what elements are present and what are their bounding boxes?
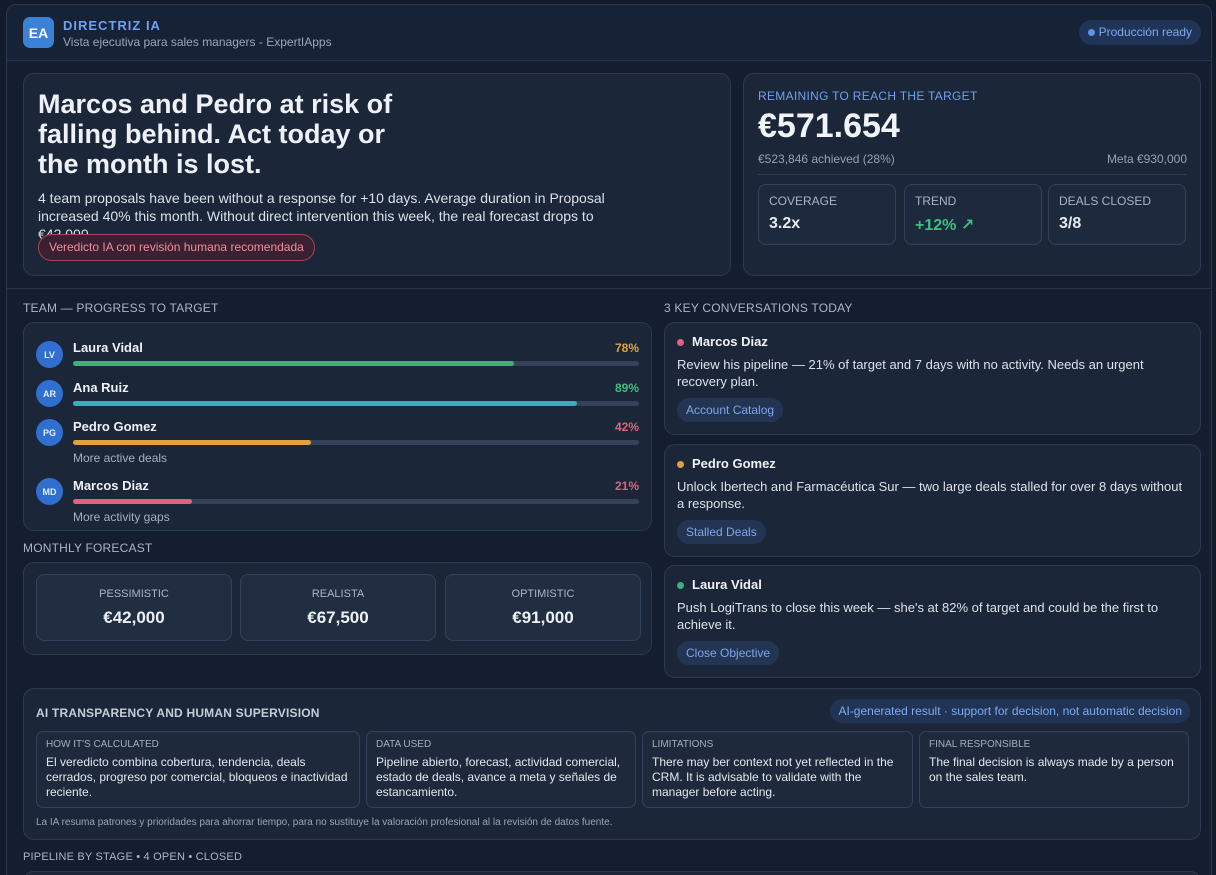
conversation-name: Laura Vidal: [692, 577, 762, 592]
status-badge-label: Producción ready: [1098, 25, 1192, 39]
target-card: REMAINING TO REACH THE TARGET €571.654 €…: [743, 73, 1201, 276]
kpi-coverage: COVERAGE 3.2x: [758, 184, 896, 245]
progress-track: [73, 361, 639, 366]
conversation-text: Push LogiTrans to close this week — she'…: [677, 600, 1159, 632]
target-remaining-value: €571.654: [758, 107, 900, 145]
member-note: More active deals: [73, 451, 168, 465]
kpi-label: TREND: [915, 194, 957, 208]
forecast-realistic: REALISTA €67,500: [240, 574, 436, 641]
forecast-pessimistic: PESSIMISTIC €42,000: [36, 574, 232, 641]
progress-fill: [73, 440, 311, 445]
kpi-value: +12% ↗: [915, 217, 975, 234]
forecast-optimistic: OPTIMISTIC €91,000: [445, 574, 641, 641]
forecast-card: PESSIMISTIC €42,000 REALISTA €67,500 OPT…: [23, 562, 652, 655]
box-label: DATA USED: [376, 739, 432, 750]
avatar: MD: [36, 478, 63, 505]
avatar: LV: [36, 341, 63, 368]
target-achieved: €523,846 achieved (28%): [758, 152, 895, 166]
member-name: Pedro Gomez: [73, 419, 157, 434]
kpi-label: DEALS CLOSED: [1059, 194, 1152, 208]
section-divider: [7, 288, 1211, 289]
transparency-card: AI TRANSPARENCY AND HUMAN SUPERVISION AI…: [23, 688, 1201, 840]
divider: [758, 174, 1187, 175]
verdict-title: Marcos and Pedro at risk of falling behi…: [38, 89, 393, 179]
conversation-card: Laura Vidal Push LogiTrans to close this…: [664, 565, 1201, 678]
member-percent: 78%: [614, 341, 639, 355]
close-objective-button[interactable]: Close Objective: [677, 641, 780, 665]
avatar: AR: [36, 380, 63, 407]
conversation-name: Marcos Diaz: [692, 334, 768, 349]
forecast-label: PESSIMISTIC: [99, 588, 169, 600]
progress-fill: [73, 401, 577, 406]
forecast-section-title: MONTHLY FORECAST: [23, 541, 153, 555]
app-header: EA DIRECTRIZ IA Vista ejecutiva para sal…: [7, 5, 1211, 61]
kpi-trend: TREND +12% ↗: [904, 184, 1042, 245]
forecast-value: €42,000: [103, 608, 165, 627]
kpi-value: 3.2x: [769, 215, 801, 232]
final-responsible-box: FINAL RESPONSIBLE The final decision is …: [919, 731, 1189, 808]
forecast-label: OPTIMISTIC: [511, 588, 575, 600]
member-name: Laura Vidal: [73, 340, 143, 355]
progress-track: [73, 440, 639, 445]
box-label: HOW IT'S CALCULATED: [46, 739, 159, 750]
progress-fill: [73, 361, 515, 366]
ai-generated-badge: AI-generated result · support for decisi…: [830, 699, 1190, 723]
priority-dot-icon: [677, 582, 684, 589]
member-percent: 42%: [614, 420, 639, 434]
status-badge: Producción ready: [1078, 20, 1201, 45]
member-name: Marcos Diaz: [73, 478, 149, 493]
target-meta: Meta €930,000: [1106, 152, 1187, 166]
conversations-section-title: 3 KEY CONVERSATIONS TODAY: [664, 301, 853, 315]
forecast-value: €67,500: [307, 608, 369, 627]
data-used-box: DATA USED Pipeline abierto, forecast, ac…: [366, 731, 636, 808]
conversation-card: Pedro Gomez Unlock Ibertech and Farmacéu…: [664, 444, 1201, 557]
progress-fill: [73, 499, 192, 504]
team-progress-card: LV Laura Vidal 78% AR Ana Ruiz 89% PG Pe…: [23, 322, 652, 531]
conversation-text: Unlock Ibertech and Farmacéutica Sur — t…: [677, 479, 1183, 511]
box-label: FINAL RESPONSIBLE: [929, 739, 1031, 750]
progress-track: [73, 401, 639, 406]
transparency-footnote: La IA resuma patrones y prioridades para…: [36, 817, 613, 828]
box-text: There may ber context not yet reflected …: [652, 755, 894, 799]
target-label: REMAINING TO REACH THE TARGET: [758, 89, 978, 103]
conversation-name: Pedro Gomez: [692, 456, 776, 471]
progress-track: [73, 499, 639, 504]
kpi-deals-closed: DEALS CLOSED 3/8: [1048, 184, 1186, 245]
transparency-title: AI TRANSPARENCY AND HUMAN SUPERVISION: [36, 706, 320, 720]
member-percent: 89%: [614, 381, 639, 395]
box-text: Pipeline abierto, forecast, actividad co…: [376, 755, 621, 799]
pipeline-section-title: PIPELINE BY STAGE • 4 OPEN • CLOSED: [23, 851, 243, 863]
forecast-label: REALISTA: [311, 588, 365, 600]
conversation-text: Review his pipeline — 21% of target and …: [677, 357, 1144, 389]
status-dot-icon: [1087, 29, 1095, 36]
conversation-card: Marcos Diaz Review his pipeline — 21% of…: [664, 322, 1201, 435]
member-name: Ana Ruiz: [73, 380, 129, 395]
app-window: EA DIRECTRIZ IA Vista ejecutiva para sal…: [6, 4, 1212, 875]
kpi-label: COVERAGE: [769, 194, 838, 208]
avatar: PG: [36, 419, 63, 446]
account-catalog-button[interactable]: Account Catalog: [677, 398, 784, 422]
limitations-box: LIMITATIONS There may ber context not ye…: [642, 731, 913, 808]
box-label: LIMITATIONS: [652, 739, 714, 750]
box-text: El veredicto combina cobertura, tendenci…: [46, 755, 348, 799]
verdict-card: Marcos and Pedro at risk of falling behi…: [23, 73, 731, 276]
app-logo: EA: [23, 17, 54, 48]
box-text: The final decision is always made by a p…: [929, 755, 1174, 784]
stalled-deals-button[interactable]: Stalled Deals: [677, 520, 766, 544]
pipeline-card: [23, 871, 1201, 875]
priority-dot-icon: [677, 461, 684, 468]
app-subtitle: Vista ejecutiva para sales managers - Ex…: [63, 35, 332, 49]
member-note: More activity gaps: [73, 510, 170, 524]
priority-dot-icon: [677, 339, 684, 346]
team-section-title: TEAM — PROGRESS TO TARGET: [23, 301, 219, 315]
verdict-review-badge: Veredicto IA con revisión humana recomen…: [38, 234, 315, 261]
how-calculated-box: HOW IT'S CALCULATED El veredicto combina…: [36, 731, 360, 808]
kpi-value: 3/8: [1059, 215, 1082, 232]
forecast-value: €91,000: [512, 608, 574, 627]
app-title: DIRECTRIZ IA: [63, 18, 161, 33]
member-percent: 21%: [614, 479, 639, 493]
